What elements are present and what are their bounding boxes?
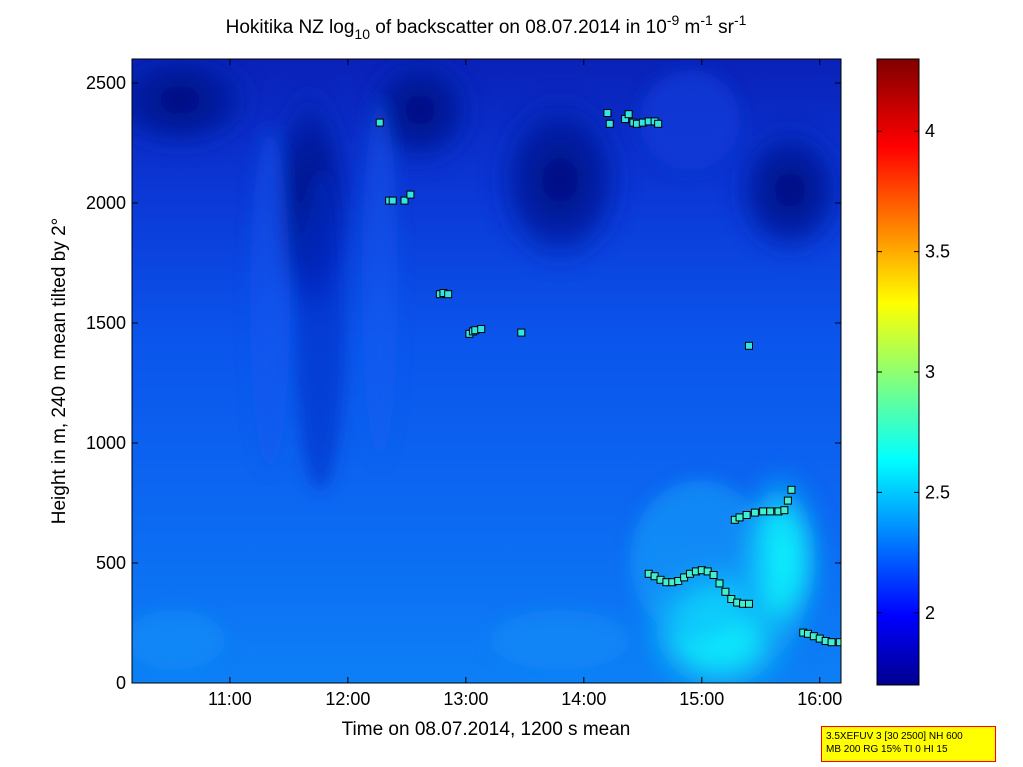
x-tick-label: 15:00 <box>679 689 724 709</box>
cloud-marker <box>827 638 836 647</box>
colorbar-axis: 2 2.5 3 3.5 4 <box>877 121 950 623</box>
x-tick-label: 14:00 <box>561 689 606 709</box>
y-tick-label: 1000 <box>86 433 126 453</box>
x-axis: 11:00 12:00 13:00 14:00 15:00 16:00 <box>208 59 842 709</box>
plot-frame <box>131 58 842 684</box>
cloud-marker <box>742 511 751 519</box>
colorbar-tick-label: 3 <box>925 362 935 382</box>
cloud-marker <box>624 110 633 119</box>
x-tick-label: 12:00 <box>325 689 370 709</box>
cloud-marker <box>388 196 397 205</box>
cloud-marker <box>375 118 384 127</box>
cloud-marker <box>787 485 796 494</box>
colorbar-tick-label: 4 <box>925 121 935 141</box>
cloud-marker <box>759 507 768 516</box>
cloud-marker <box>735 513 744 522</box>
cloud-marker <box>709 571 718 579</box>
cloud-marker <box>783 496 792 505</box>
cloud-marker <box>400 196 409 205</box>
x-axis-label: Time on 08.07.2014, 1200 s mean <box>342 719 631 740</box>
cloud-base-markers <box>375 109 841 647</box>
y-tick-label: 0 <box>116 673 126 693</box>
colorbar-tick-label: 3.5 <box>925 242 950 262</box>
y-tick-label: 2000 <box>86 193 126 213</box>
cloud-marker <box>444 290 453 299</box>
cloud-marker <box>654 119 663 128</box>
info-line-1: 3.5XEFUV 3 [30 2500] NH 600 <box>826 731 963 742</box>
cloud-marker <box>835 638 841 647</box>
cloud-marker <box>603 109 612 117</box>
cloud-marker <box>406 190 415 199</box>
info-line-2: MB 200 RG 15% TI 0 HI 15 <box>826 744 948 755</box>
y-tick-label: 1500 <box>86 313 126 333</box>
cloud-marker <box>605 119 614 128</box>
y-axis: 0 500 1000 1500 2000 2500 <box>86 73 841 693</box>
cloud-marker <box>766 507 775 516</box>
x-tick-label: 13:00 <box>443 689 488 709</box>
processing-info-box: 3.5XEFUV 3 [30 2500] NH 600 MB 200 RG 15… <box>821 726 996 762</box>
cloud-marker <box>715 579 724 588</box>
cloud-marker <box>517 328 526 337</box>
cloud-marker <box>744 599 753 608</box>
x-tick-label: 11:00 <box>208 689 252 709</box>
cloud-marker <box>721 587 730 596</box>
cloud-marker <box>780 506 789 515</box>
y-tick-label: 2500 <box>86 73 126 93</box>
colorbar <box>877 59 919 685</box>
colorbar-tick-label: 2.5 <box>925 482 950 502</box>
colorbar-tick-label: 2 <box>925 603 935 623</box>
y-axis-label: Height in m, 240 m mean tilted by 2° <box>49 218 70 524</box>
chart-title: Hokitika NZ log10 of backscatter on 08.0… <box>226 12 747 42</box>
cloud-marker <box>477 325 486 333</box>
cloud-marker <box>744 341 753 350</box>
x-tick-label: 16:00 <box>797 689 842 709</box>
backscatter-field <box>132 59 841 683</box>
cloud-marker <box>750 508 759 517</box>
y-tick-label: 500 <box>96 553 126 573</box>
